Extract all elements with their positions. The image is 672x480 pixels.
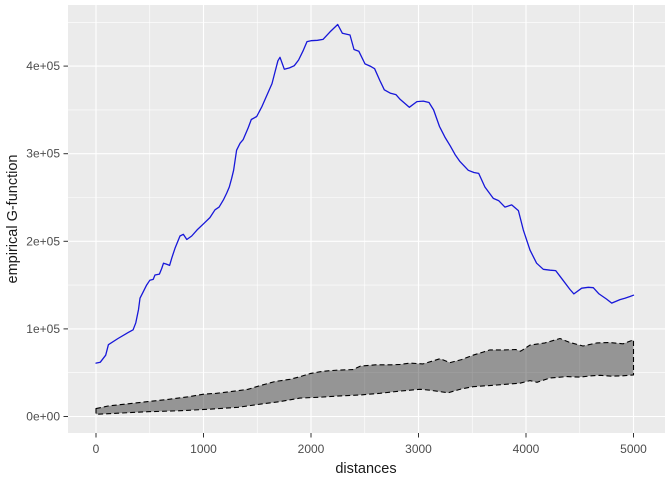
axis-ticks [63,65,634,438]
y-tick-label: 2e+05 [26,234,60,248]
x-tick-label: 5000 [620,442,647,456]
y-axis-title: empirical G-function [5,155,21,284]
gridlines-major [68,5,665,433]
envelope-band [95,337,635,415]
observed-line [95,23,635,364]
y-tick-label: 3e+05 [26,147,60,161]
x-tick-label: 0 [93,442,100,456]
x-tick-label: 4000 [513,442,540,456]
panel-background [68,5,665,433]
gridlines-minor [68,5,665,433]
x-tick-labels: 0 1000 2000 3000 4000 5000 [93,442,648,456]
y-tick-label: 4e+05 [26,59,60,73]
x-tick-label: 3000 [405,442,432,456]
x-tick-label: 2000 [298,442,325,456]
y-tick-labels: 0e+00 1e+05 2e+05 3e+05 4e+05 [26,59,60,423]
data-series [95,23,635,364]
envelope-ribbon [95,337,635,415]
y-tick-label: 1e+05 [26,322,60,336]
y-tick-label: 0e+00 [26,410,60,424]
x-axis-title: distances [335,461,396,477]
x-tick-label: 1000 [190,442,217,456]
